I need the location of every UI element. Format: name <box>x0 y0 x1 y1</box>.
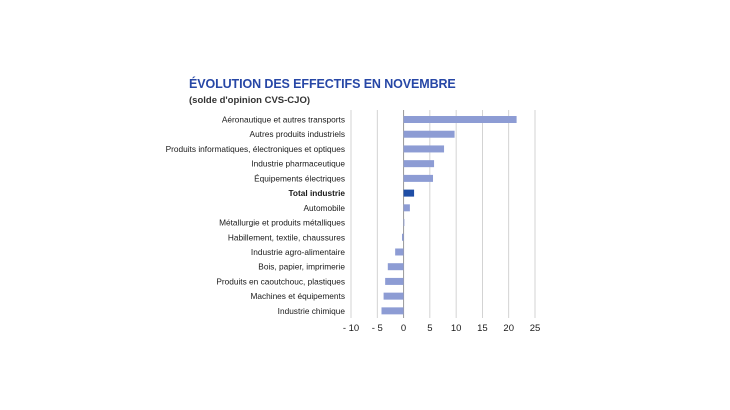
bar <box>401 233 404 241</box>
x-tick-label: 15 <box>477 323 488 334</box>
bar <box>403 189 415 197</box>
category-labels: Aéronautique et autres transports Autres … <box>166 115 346 316</box>
bar <box>403 130 455 138</box>
x-axis-ticks: - 10 - 5 0 5 10 15 20 25 <box>343 323 540 334</box>
bar <box>387 263 404 271</box>
x-tick-label: 10 <box>451 323 462 334</box>
x-tick-label: 25 <box>530 323 541 334</box>
category-label: Autres produits industriels <box>250 129 345 139</box>
category-label: Bois, papier, imprimerie <box>258 262 345 272</box>
category-label: Habillement, textile, chaussures <box>228 232 345 242</box>
category-label: Aéronautique et autres transports <box>222 115 345 125</box>
category-label: Industrie agro-alimentaire <box>251 247 345 257</box>
category-label: Équipements électriques <box>254 173 345 183</box>
chart-subtitle: (solde d'opinion CVS-CJO) <box>189 95 311 106</box>
bar <box>403 145 445 153</box>
bar <box>403 174 434 182</box>
bar <box>381 307 404 315</box>
x-tick-label: 5 <box>427 323 432 334</box>
category-label: Industrie chimique <box>278 306 346 316</box>
category-label: Machines et équipements <box>250 291 345 301</box>
bar <box>385 277 404 285</box>
bar <box>403 160 435 168</box>
x-tick-label: - 10 <box>343 323 359 334</box>
x-tick-label: - 5 <box>372 323 383 334</box>
category-label: Produits informatiques, électroniques et… <box>166 144 345 154</box>
bar <box>403 116 517 123</box>
bar <box>403 204 410 212</box>
bar <box>383 292 404 300</box>
bars <box>381 116 517 315</box>
category-label: Produits en caoutchouc, plastiques <box>216 276 345 286</box>
bar <box>395 248 404 256</box>
bar <box>403 219 405 227</box>
grid-lines <box>350 110 536 318</box>
category-label: Automobile <box>303 203 345 213</box>
x-tick-label: 20 <box>503 323 514 334</box>
category-label: Métallurgie et produits métalliques <box>219 218 345 228</box>
category-label: Industrie pharmaceutique <box>251 159 345 169</box>
category-label: Total industrie <box>288 188 345 198</box>
chart-title: ÉVOLUTION DES EFFECTIFS EN NOVEMBRE <box>189 77 456 91</box>
x-tick-label: 0 <box>401 323 406 334</box>
